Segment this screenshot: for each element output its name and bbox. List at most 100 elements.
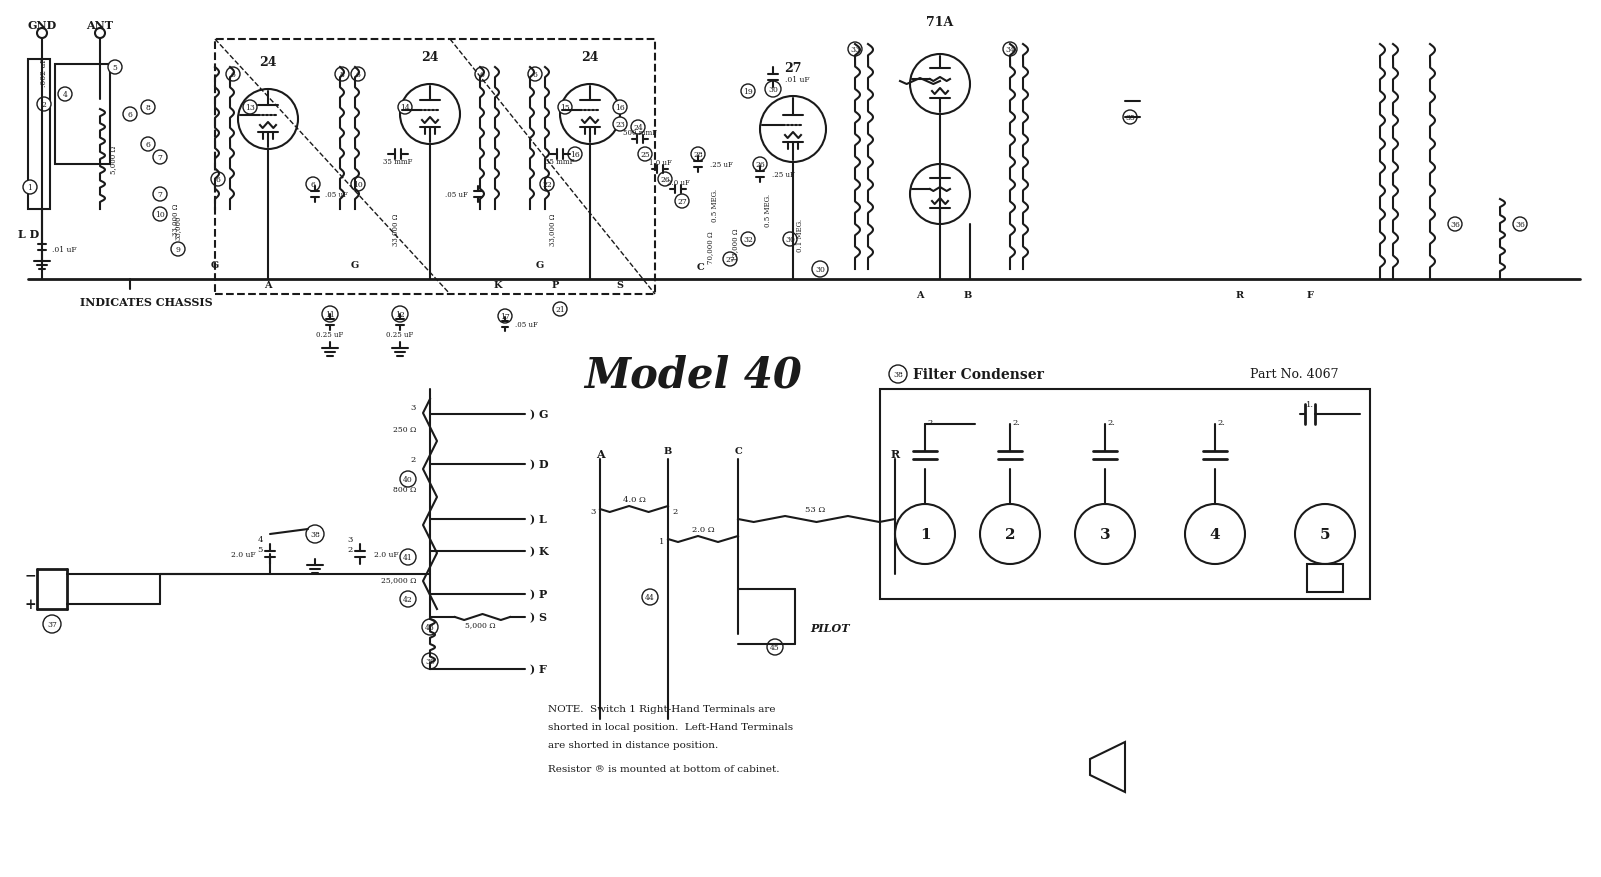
Text: 53 Ω: 53 Ω: [805, 505, 825, 513]
Circle shape: [239, 90, 298, 150]
Text: S: S: [616, 280, 623, 289]
Bar: [27, 60, 50, 210]
Text: 43: 43: [424, 624, 435, 631]
Text: 33: 33: [850, 46, 860, 54]
Text: 7: 7: [157, 153, 162, 162]
Text: 24: 24: [581, 51, 599, 63]
Circle shape: [58, 88, 72, 102]
Text: 3: 3: [591, 508, 596, 516]
Text: 22: 22: [543, 181, 552, 189]
Circle shape: [980, 504, 1041, 565]
Text: PILOT: PILOT: [810, 622, 850, 633]
Text: 2: 2: [1005, 527, 1015, 541]
Text: NOTE.  Switch 1 Right-Hand Terminals are: NOTE. Switch 1 Right-Hand Terminals are: [548, 705, 775, 714]
Text: 0.5 MEG.: 0.5 MEG.: [711, 189, 719, 221]
Text: 6: 6: [480, 71, 485, 79]
Text: 2: 2: [411, 455, 416, 463]
Text: 800 Ω: 800 Ω: [392, 486, 416, 494]
Text: .01 uF: .01 uF: [51, 246, 77, 253]
Text: 5: 5: [112, 64, 117, 72]
Text: P: P: [551, 280, 559, 289]
Text: 10: 10: [354, 181, 363, 189]
Text: 37: 37: [46, 620, 58, 628]
Text: 6: 6: [146, 141, 150, 149]
Circle shape: [889, 366, 908, 383]
Circle shape: [400, 472, 416, 488]
Text: −: −: [24, 567, 35, 581]
Circle shape: [37, 98, 51, 112]
Circle shape: [639, 148, 652, 162]
Circle shape: [765, 82, 781, 98]
Text: 36: 36: [1515, 221, 1524, 229]
Text: 6: 6: [231, 71, 235, 79]
Text: 6: 6: [311, 181, 315, 189]
Circle shape: [658, 173, 672, 187]
Circle shape: [423, 653, 439, 669]
Text: 26: 26: [756, 160, 765, 168]
Text: A: A: [596, 449, 604, 460]
Circle shape: [724, 253, 736, 267]
Text: C: C: [735, 447, 741, 456]
Text: B: B: [664, 447, 672, 456]
Circle shape: [613, 101, 628, 115]
Circle shape: [540, 178, 554, 192]
Circle shape: [22, 181, 37, 195]
Text: 4: 4: [1210, 527, 1220, 541]
Text: 30: 30: [815, 266, 825, 274]
Text: .002 uF: .002 uF: [40, 57, 48, 87]
Circle shape: [760, 96, 826, 163]
Text: R: R: [890, 449, 900, 460]
Text: 1: 1: [919, 527, 930, 541]
Text: 38: 38: [311, 531, 320, 538]
Text: ) G: ) G: [530, 409, 549, 420]
Circle shape: [154, 208, 167, 222]
Text: 42: 42: [403, 595, 413, 603]
Text: 36: 36: [1451, 221, 1460, 229]
Text: GND: GND: [27, 19, 56, 31]
Text: 3: 3: [1100, 527, 1111, 541]
Text: 6: 6: [216, 175, 221, 184]
Text: 0.5 MEG.: 0.5 MEG.: [764, 193, 772, 226]
Circle shape: [568, 148, 583, 162]
Text: 27: 27: [784, 61, 802, 75]
Text: 34: 34: [1005, 46, 1015, 54]
Text: shorted in local position.  Left-Hand Terminals: shorted in local position. Left-Hand Ter…: [548, 723, 792, 731]
Text: 2: 2: [672, 508, 677, 516]
Circle shape: [423, 619, 439, 635]
Text: 250 Ω: 250 Ω: [392, 425, 416, 433]
Circle shape: [243, 101, 258, 115]
Text: 25: 25: [640, 151, 650, 159]
Text: 35 mmF: 35 mmF: [546, 158, 575, 166]
Circle shape: [351, 178, 365, 192]
Circle shape: [752, 158, 767, 172]
Text: 4: 4: [258, 535, 263, 544]
Text: 8: 8: [146, 103, 150, 112]
Text: 3: 3: [347, 535, 352, 544]
Circle shape: [171, 243, 186, 257]
Text: ) K: ) K: [530, 545, 549, 557]
Circle shape: [613, 118, 628, 132]
Text: 16: 16: [570, 151, 580, 159]
Circle shape: [123, 108, 138, 122]
Text: Part No. 4067: Part No. 4067: [1250, 368, 1338, 381]
Circle shape: [552, 303, 567, 317]
Text: 11: 11: [325, 310, 335, 318]
Text: 33,000 Ω: 33,000 Ω: [391, 214, 399, 246]
Text: Filter Condenser: Filter Condenser: [908, 367, 1044, 381]
Text: R: R: [1236, 290, 1244, 299]
Text: L D: L D: [18, 229, 40, 240]
Text: .25 uF: .25 uF: [709, 160, 733, 168]
Text: 39: 39: [424, 657, 435, 666]
Text: 26: 26: [660, 175, 669, 184]
Bar: [54, 65, 110, 165]
Text: 33,000 Ω: 33,000 Ω: [548, 214, 556, 246]
Text: 2.0 uF: 2.0 uF: [666, 179, 690, 187]
Text: 2: 2: [42, 101, 46, 109]
Text: 24: 24: [421, 51, 439, 63]
Text: 23: 23: [615, 121, 624, 129]
Text: 19: 19: [743, 88, 752, 96]
Text: B: B: [964, 290, 972, 299]
Text: 7: 7: [157, 191, 162, 199]
Bar: [881, 389, 1370, 599]
Text: ANT: ANT: [86, 19, 114, 31]
